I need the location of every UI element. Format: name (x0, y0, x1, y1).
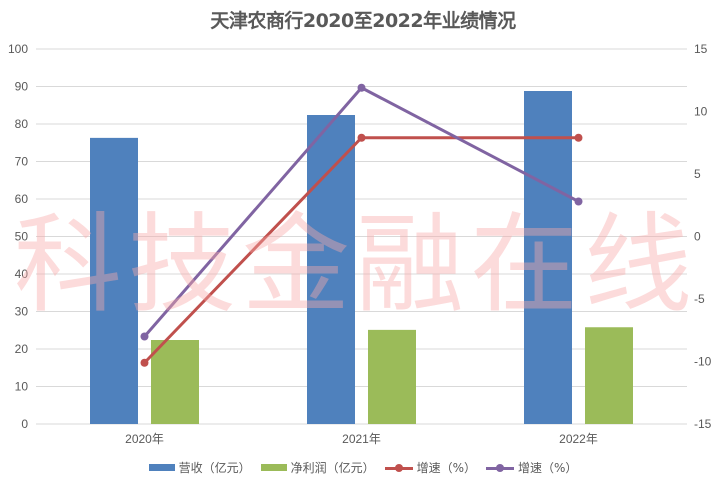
bar-revenue (90, 137, 138, 424)
x-axis-category-label: 2022年 (559, 432, 598, 446)
legend-label: 净利润（亿元） (290, 461, 375, 475)
legend-item-net-profit[interactable]: 净利润（亿元） (260, 459, 375, 476)
growth-data-point (574, 197, 583, 206)
left-axis-tick: 100 (8, 42, 28, 56)
legend-label: 增速（%） (518, 461, 578, 475)
right-axis-tick: 15 (694, 42, 708, 56)
left-axis-tick: 80 (15, 117, 29, 131)
left-axis-tick: 30 (15, 305, 29, 319)
legend-swatch-line-marker-icon (384, 463, 413, 473)
growth-data-point (140, 332, 149, 341)
x-axis-category-label: 2020年 (125, 432, 164, 446)
growth-line (143, 86, 580, 338)
left-axis-tick: 40 (15, 267, 29, 281)
left-axis-tick: 60 (15, 192, 29, 206)
right-axis-tick: 5 (694, 167, 701, 181)
right-axis-tick: -15 (694, 417, 712, 431)
bar-net-profit (585, 327, 633, 424)
legend-item-revenue[interactable]: 营收（亿元） (148, 459, 251, 476)
growth-data-point (357, 83, 366, 92)
growth-data-point (574, 133, 583, 142)
right-axis-tick: -5 (694, 292, 705, 306)
legend-label: 增速（%） (416, 461, 477, 475)
right-axis-tick: -10 (694, 355, 712, 369)
bar-revenue (524, 91, 572, 424)
left-axis-tick: 0 (21, 417, 28, 431)
legend-item-growth-purple[interactable]: 增速（%） (486, 459, 577, 476)
left-axis-tick: 20 (15, 342, 29, 356)
left-axis-tick: 70 (15, 155, 29, 169)
legend-label: 营收（亿元） (178, 461, 251, 475)
right-axis-tick: 0 (694, 230, 701, 244)
left-axis-tick: 50 (15, 230, 29, 244)
legend-swatch-net-profit-icon (260, 464, 287, 471)
legend-item-growth-red[interactable]: 增速（%） (384, 459, 477, 476)
bar-net-profit (368, 329, 416, 424)
left-axis-tick: 10 (15, 380, 29, 394)
x-axis-category-label: 2021年 (342, 432, 381, 446)
growth-data-point (140, 358, 149, 367)
growth-data-point (357, 133, 366, 142)
bar-revenue (307, 115, 355, 424)
legend-swatch-line-marker-icon (486, 463, 515, 473)
growth-line (143, 136, 579, 364)
chart-legend: 营收（亿元） 净利润（亿元） 增速（%） 增速（%） (0, 459, 726, 476)
legend-swatch-revenue-icon (148, 464, 175, 471)
right-axis-tick: 10 (694, 105, 708, 119)
chart-title: 天津农商行2020至2022年业绩情况 (210, 10, 516, 32)
bar-net-profit (151, 340, 199, 424)
left-axis-tick: 90 (15, 80, 29, 94)
